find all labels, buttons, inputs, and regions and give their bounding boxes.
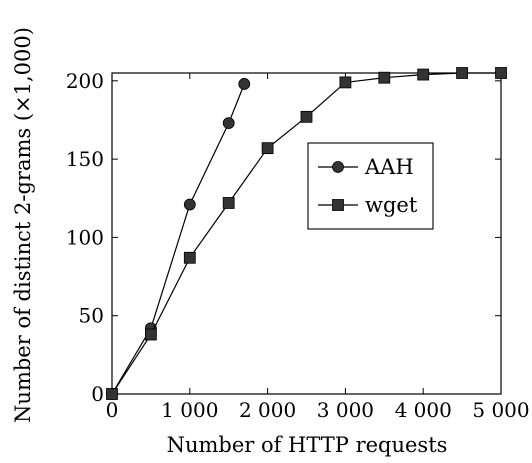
data-point-aah — [183, 198, 196, 211]
legend: AAH wget — [307, 142, 434, 230]
legend-marker-aah — [332, 161, 344, 173]
data-point-wget — [378, 71, 391, 84]
x-tick-label: 0 — [106, 398, 119, 422]
y-axis-title: Number of distinct 2-grams (×1,000) — [11, 27, 35, 423]
y-tick-label: 150 — [66, 147, 104, 171]
data-point-wget — [495, 67, 507, 79]
x-tick-label: 5 000 — [472, 398, 529, 422]
data-point-wget — [300, 110, 313, 123]
x-tick-label: 2 000 — [239, 398, 296, 422]
legend-label-wget: wget — [365, 193, 418, 217]
legend-item-wget: wget — [318, 193, 418, 217]
series-wget — [106, 67, 507, 400]
legend-label-aah: AAH — [364, 155, 414, 179]
x-axis-title: Number of HTTP requests — [167, 433, 448, 457]
x-tick-label: 4 000 — [395, 398, 452, 422]
legend-marker-wget — [332, 199, 344, 211]
data-point-wget — [417, 68, 430, 81]
data-point-wget — [222, 197, 235, 209]
y-tick-label: 200 — [66, 69, 104, 93]
data-point-wget — [106, 388, 118, 400]
y-tick-label: 100 — [66, 225, 104, 249]
y-tick-label: 0 — [91, 382, 104, 406]
legend-item-aah: AAH — [318, 155, 414, 179]
data-point-wget — [261, 142, 274, 155]
plot-frame — [111, 72, 502, 395]
y-tick-label: 50 — [79, 304, 104, 328]
data-point-wget — [456, 67, 469, 79]
legend-box — [307, 142, 434, 230]
data-point-wget — [144, 328, 157, 341]
x-tick-label: 1 000 — [161, 398, 218, 422]
data-point-aah — [238, 78, 251, 90]
data-point-wget — [183, 251, 196, 264]
data-point-wget — [339, 76, 352, 89]
series-line-aah — [111, 83, 245, 395]
series-aah — [106, 78, 251, 400]
data-point-aah — [222, 117, 235, 130]
x-tick-label: 3 000 — [317, 398, 374, 422]
